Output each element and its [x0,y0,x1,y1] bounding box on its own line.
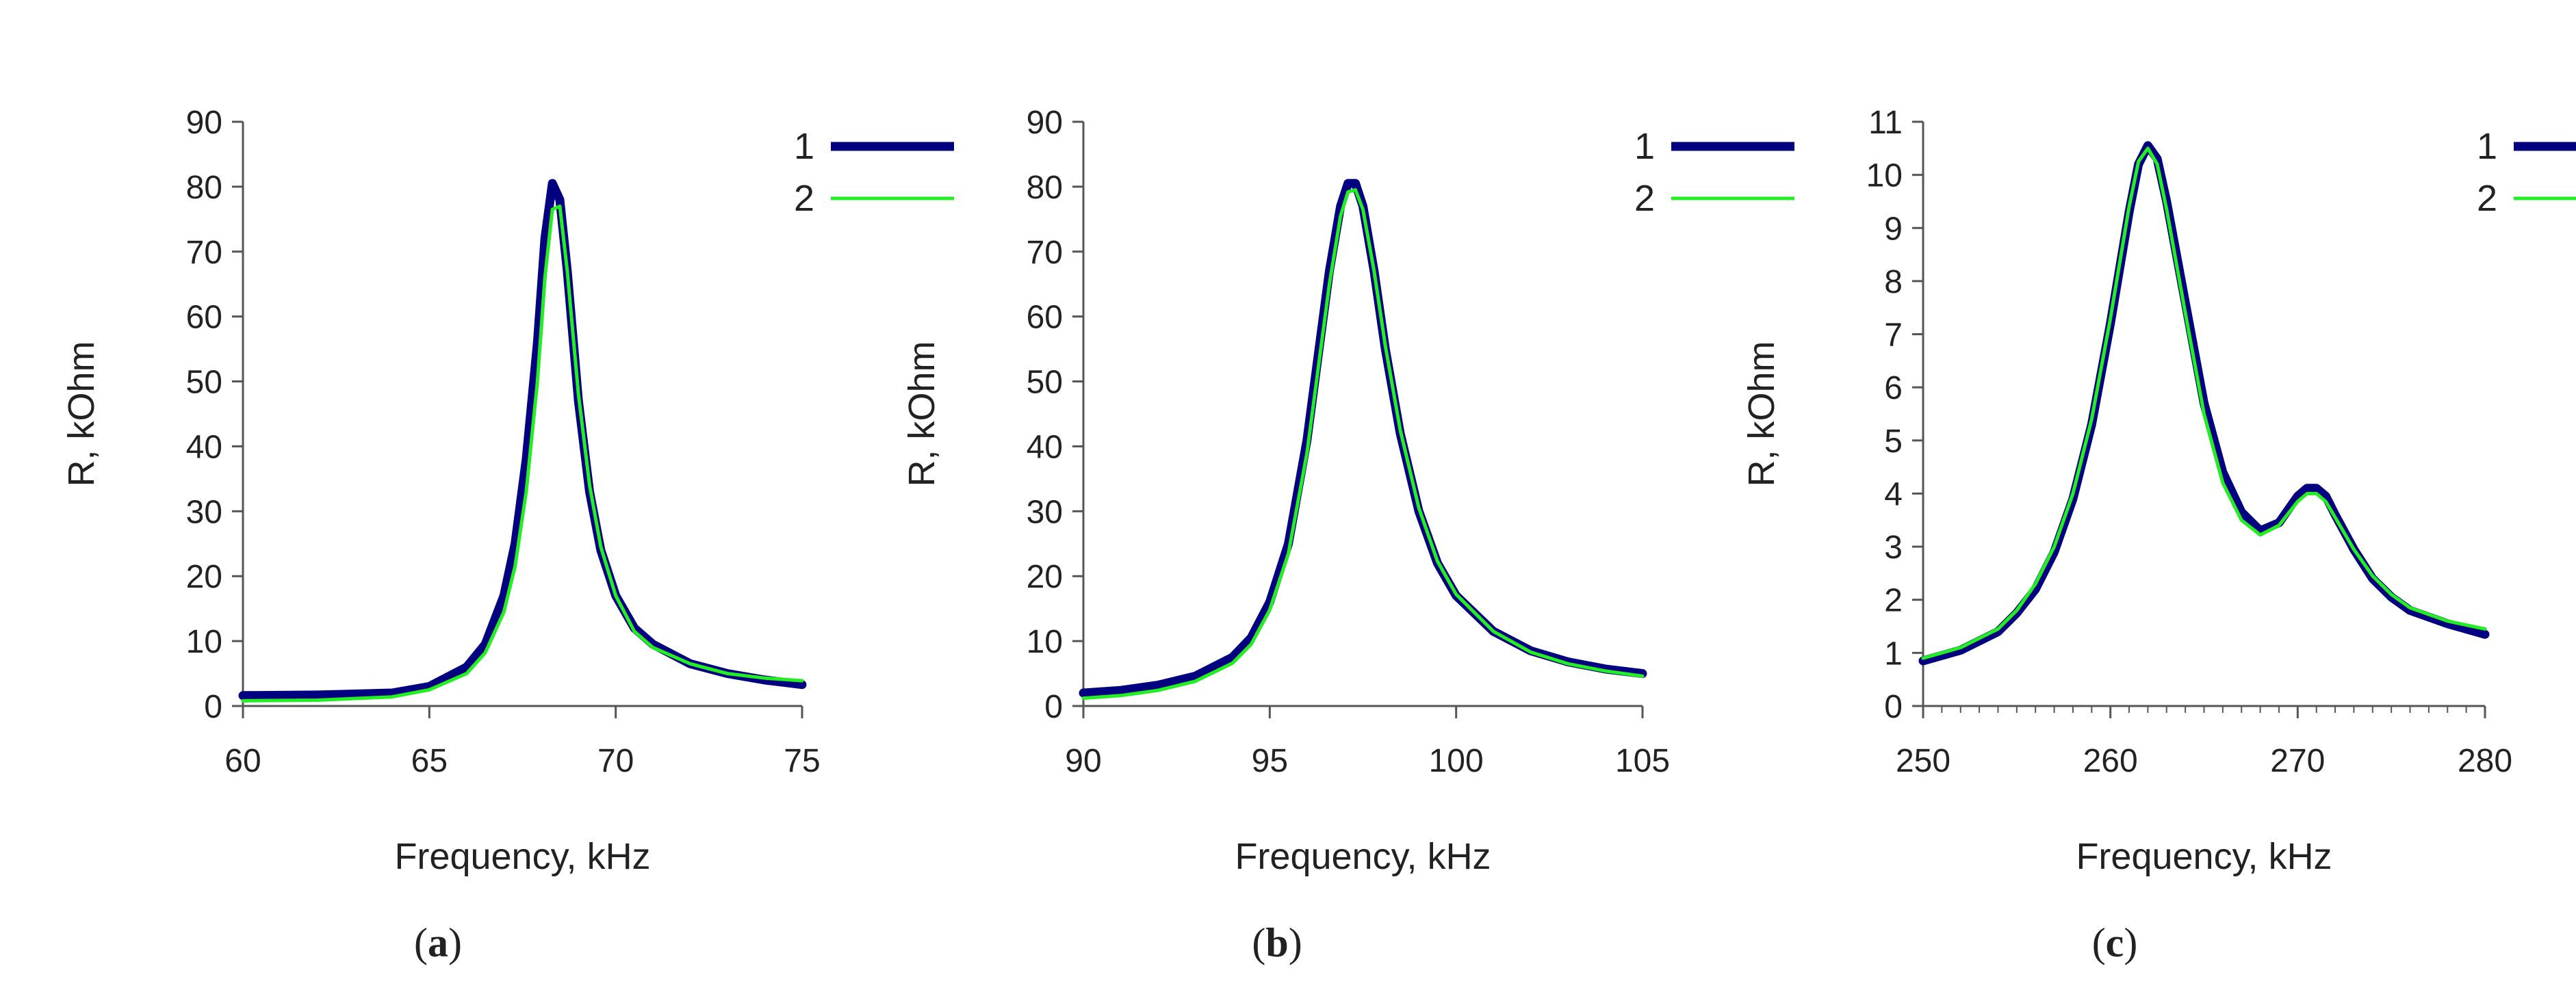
y-tick-label: 80 [1027,170,1063,206]
caption-open-paren: ( [414,920,428,965]
caption-letter: b [1265,920,1288,965]
x-tick-label: 100 [1429,743,1484,779]
series-line-1 [238,179,807,701]
legend-label-1: 1 [2477,126,2497,167]
series-line-2 [1921,146,2487,660]
legend-label-2: 2 [1634,178,1655,219]
y-tick-label: 9 [1884,211,1903,247]
x-axis-label: Frequency, kHz [394,836,650,877]
y-axis-label: R, kOhm [1741,341,1782,486]
y-tick-label: 50 [186,365,222,401]
caption-close-paren: ) [1289,920,1302,965]
y-tick-label: 60 [186,300,222,336]
y-axis-label: R, kOhm [61,341,102,486]
y-tick-label: 2 [1884,583,1903,619]
y-tick-label: 90 [186,105,222,141]
y-tick-label: 0 [1044,689,1063,725]
y-tick-label: 0 [1884,689,1903,725]
series-line-2 [1081,188,1645,701]
y-tick-label: 70 [1027,235,1063,271]
y-tick-label: 10 [1866,158,1903,194]
x-tick-label: 260 [2083,743,2138,779]
legend: 12 [2477,126,2576,219]
legend: 12 [1634,126,1794,219]
x-tick-label: 95 [1252,743,1288,779]
y-tick-label: 0 [204,689,222,725]
y-tick-label: 30 [1027,494,1063,530]
y-tick-label: 5 [1884,423,1903,460]
y-tick-label: 90 [1027,105,1063,141]
caption-open-paren: ( [1252,920,1265,965]
y-axis-label: R, kOhm [901,341,942,486]
y-tick-label: 80 [186,170,222,206]
y-tick-label: 60 [1027,300,1063,336]
y-tick-label: 40 [1027,429,1063,465]
x-axis-label: Frequency, kHz [1235,836,1491,877]
x-tick-label: 70 [597,743,634,779]
legend-label-2: 2 [2477,178,2497,219]
legend-label-2: 2 [794,178,814,219]
y-tick-label: 11 [1868,105,1903,141]
x-tick-label: 270 [2270,743,2325,779]
series-line-2 [241,204,804,703]
legend-label-1: 1 [794,126,814,167]
chart-panel-b: 0 10 20 30 40 50 60 70 80 90 90 95 100 105 Frequency, … [901,105,1794,965]
panel-caption: (b) [1252,920,1302,965]
y-tick-label: 30 [186,494,222,530]
x-tick-label: 250 [1896,743,1950,779]
y-tick-label: 10 [186,624,222,660]
caption-close-paren: ) [448,920,462,965]
y-tick-label: 20 [1027,559,1063,595]
caption-close-paren: ) [2124,920,2137,965]
legend-label-1: 1 [1634,126,1655,167]
panel-caption: (a) [414,920,462,965]
caption-letter: c [2106,920,2124,965]
x-tick-label: 90 [1065,743,1101,779]
x-tick-label: 60 [224,743,261,779]
y-tick-label: 1 [1884,636,1903,672]
y-tick-label: 4 [1884,476,1903,512]
y-tick-label: 8 [1884,264,1903,300]
x-tick-label: 75 [784,743,820,779]
x-tick-label: 280 [2458,743,2512,779]
caption-letter: a [428,920,448,965]
y-tick-label: 40 [186,429,222,465]
y-tick-label: 7 [1884,317,1903,354]
y-tick-label: 50 [1027,365,1063,401]
caption-open-paren: ( [2092,920,2106,965]
x-axis-label: Frequency, kHz [2076,836,2332,877]
y-tick-label: 20 [186,559,222,595]
y-tick-label: 70 [186,235,222,271]
y-tick-label: 3 [1884,529,1903,566]
y-tick-label: 10 [1027,624,1063,660]
x-tick-label: 65 [411,743,448,779]
x-tick-label: 105 [1615,743,1670,779]
chart-panel-a: 0 10 20 30 40 50 60 70 80 90 60 65 70 75 Frequency, kH… [61,105,954,965]
panel-caption: (c) [2092,920,2138,965]
legend: 12 [794,126,954,219]
y-tick-label: 6 [1884,370,1903,406]
